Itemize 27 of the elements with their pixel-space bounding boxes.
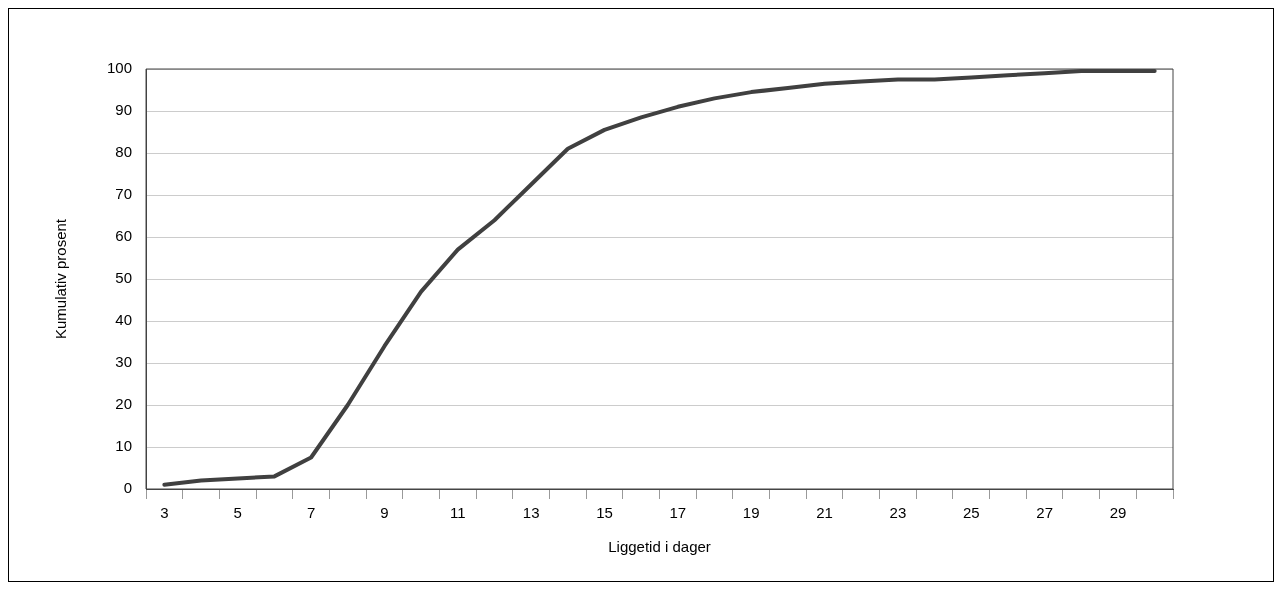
x-tick-label: 29 <box>1109 504 1127 522</box>
x-tick-label: 9 <box>380 504 389 522</box>
x-tick-label: 25 <box>962 504 980 522</box>
x-tick-label: 27 <box>1036 504 1053 522</box>
y-tick-label: 80 <box>115 143 133 161</box>
y-tick-label: 30 <box>115 353 133 371</box>
x-tick-label: 5 <box>233 504 242 522</box>
y-tick-label: 60 <box>115 227 133 245</box>
y-tick-label: 50 <box>115 269 133 287</box>
x-tick-label: 11 <box>450 504 466 522</box>
y-tick-label: 100 <box>107 59 133 77</box>
x-tick-label: 17 <box>669 504 687 522</box>
y-tick-label: 20 <box>115 395 133 413</box>
y-tick-label: 70 <box>115 185 133 203</box>
x-axis-title: Liggetid i dager <box>608 538 711 556</box>
x-tick-label: 23 <box>889 504 907 522</box>
y-tick-label: 40 <box>115 311 133 329</box>
y-tick-label: 10 <box>115 437 133 455</box>
x-tick-label: 21 <box>816 504 833 522</box>
x-tick-label: 7 <box>306 504 316 522</box>
y-tick-label: 0 <box>123 479 133 497</box>
x-tick-label: 19 <box>742 504 760 522</box>
x-tick-label: 13 <box>522 504 540 522</box>
x-tick-label: 15 <box>596 504 613 522</box>
x-tick-label: 3 <box>160 504 169 522</box>
y-axis-title: Kumulativ prosent <box>52 218 70 340</box>
y-tick-label: 90 <box>115 101 133 119</box>
